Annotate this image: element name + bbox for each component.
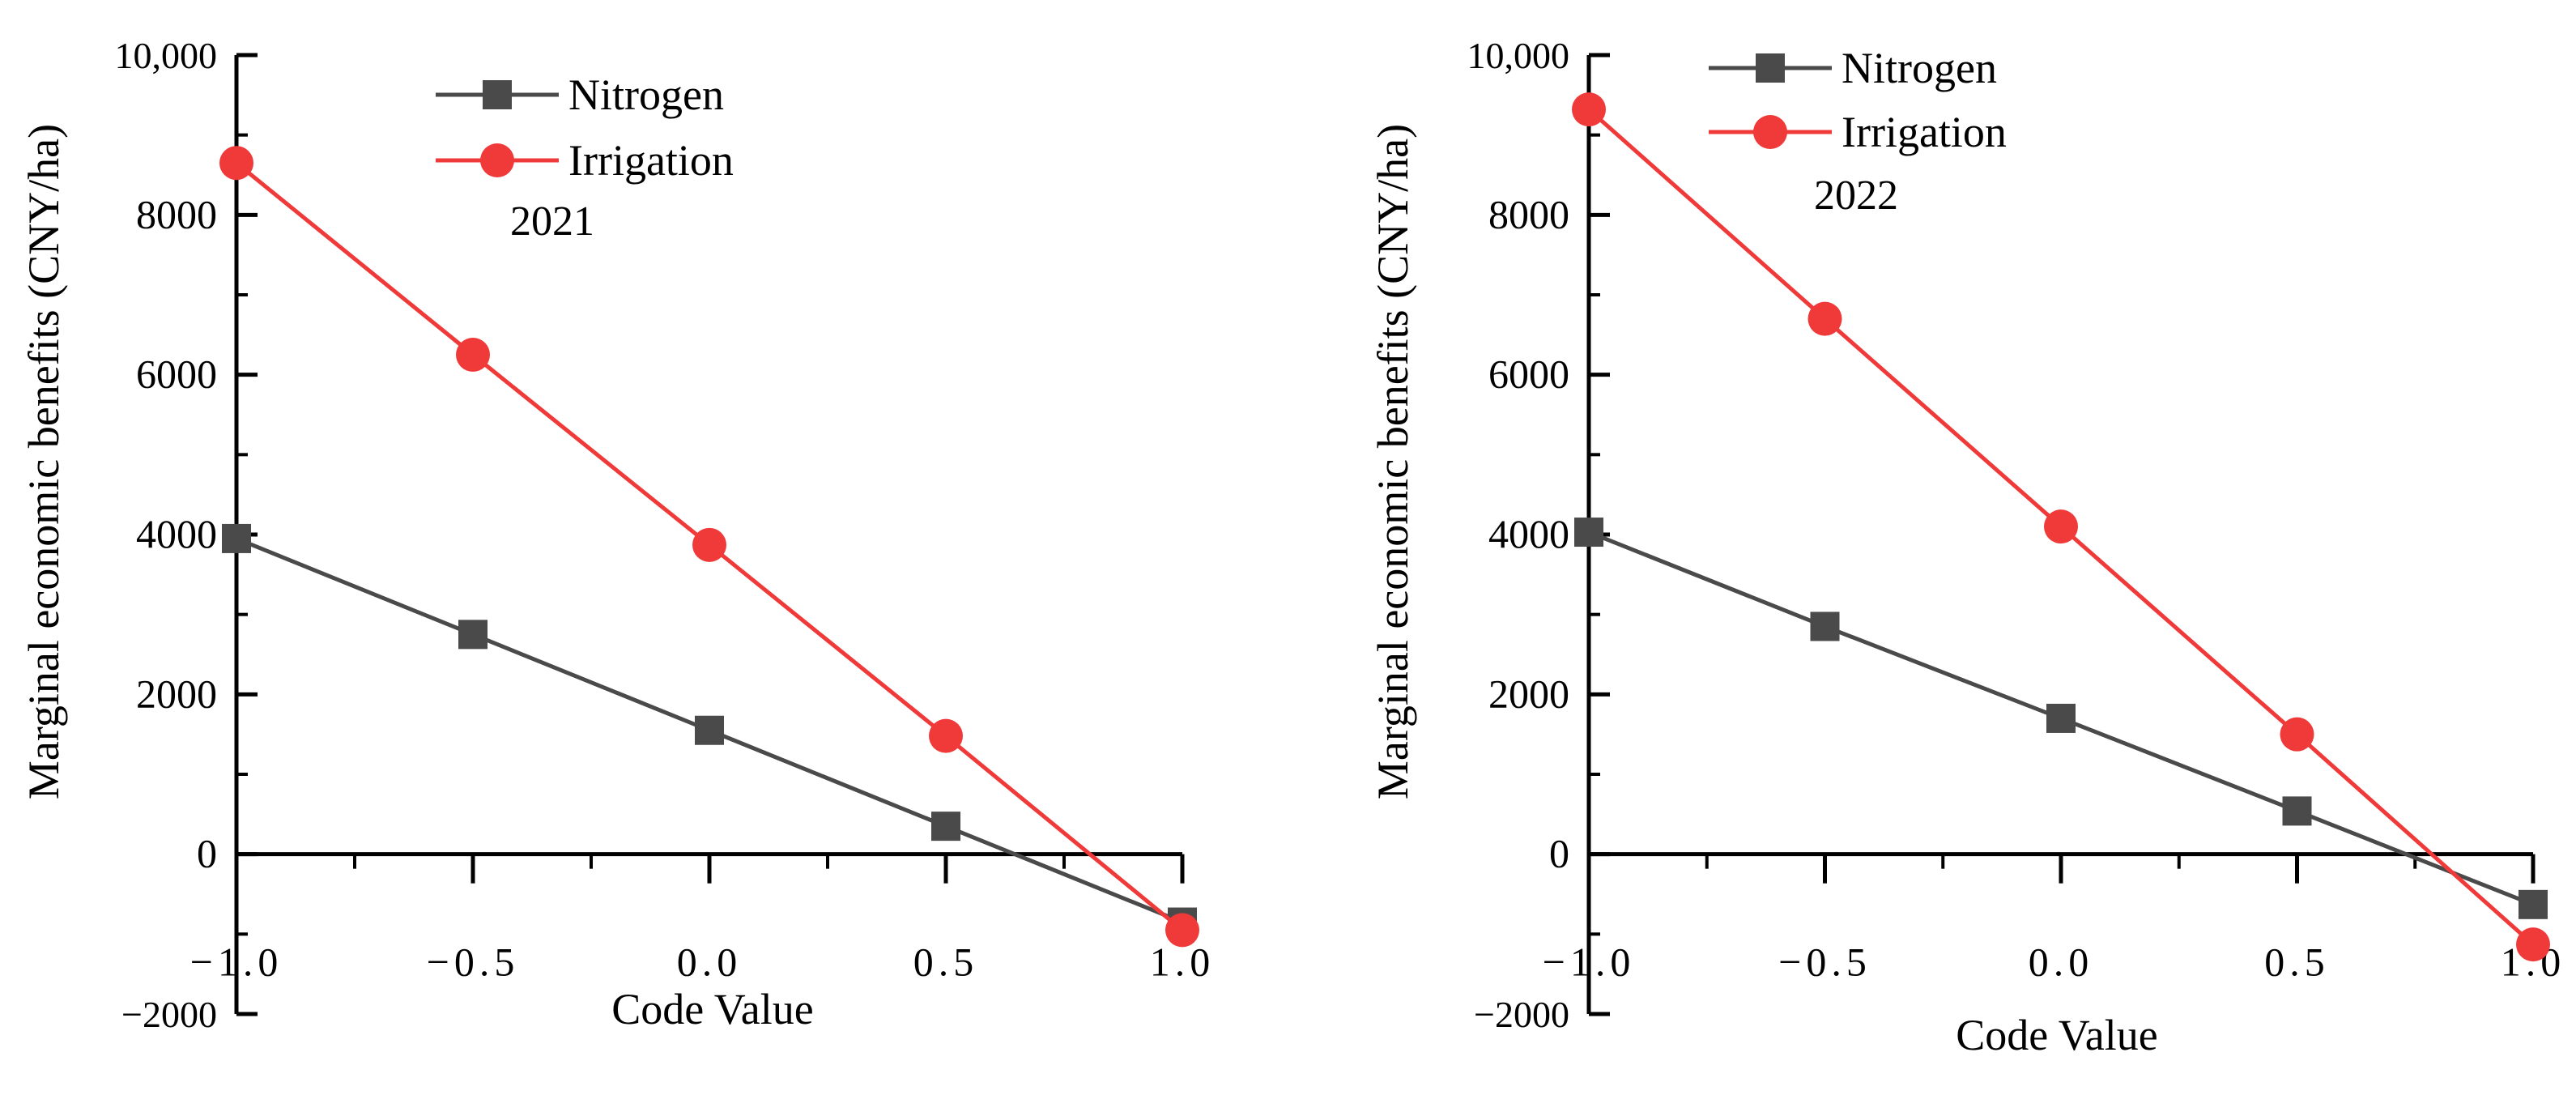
x-axis-title: Code Value xyxy=(611,985,813,1033)
data-point-nitrogen xyxy=(1574,518,1603,548)
y-tick-label: 0 xyxy=(197,831,217,876)
y-tick-label: 2000 xyxy=(136,671,217,716)
data-point-nitrogen xyxy=(458,620,488,650)
data-point-irrigation xyxy=(2516,927,2550,962)
legend-marker-irrigation xyxy=(480,143,514,177)
chart-title: 2021 xyxy=(510,198,594,245)
y-tick-label: 8000 xyxy=(1488,191,1569,236)
data-point-irrigation xyxy=(692,527,726,562)
chart-panel-2022: −2000 0 2000 4000 6000 8000 10,000 −1.0 −0.5 0.0 0… xyxy=(1369,35,2561,1059)
y-tick-label: 0 xyxy=(1549,831,1569,876)
y-tick-label: −2000 xyxy=(121,994,217,1035)
chart-panel-2021: −2000 0 2000 4000 6000 8000 10,000 −1.0 −0.5 0.0 0… xyxy=(19,35,1210,1035)
series-irrigation xyxy=(1572,92,2550,962)
legend-marker-nitrogen xyxy=(483,80,512,109)
data-point-irrigation xyxy=(929,718,963,753)
x-tick-label: 0.0 xyxy=(2029,939,2094,985)
legend-label-nitrogen: Nitrogen xyxy=(1842,44,1997,92)
y-tick-label: −2000 xyxy=(1474,994,1569,1035)
data-point-nitrogen xyxy=(222,523,251,553)
y-tick-label: 4000 xyxy=(1488,511,1569,556)
series-irrigation xyxy=(219,146,1199,948)
y-tick-label: 6000 xyxy=(136,352,217,397)
data-point-nitrogen xyxy=(1810,611,1840,641)
data-point-nitrogen xyxy=(2046,703,2076,733)
x-tick-label: 0.0 xyxy=(677,939,743,985)
y-axis-title: Marginal economic benefits (CNY/ha) xyxy=(1369,124,1417,799)
data-point-irrigation xyxy=(1572,92,1606,127)
y-tick-label: 2000 xyxy=(1488,671,1569,716)
legend-marker-nitrogen xyxy=(1756,53,1785,83)
legend-marker-irrigation xyxy=(1753,115,1787,149)
data-point-nitrogen xyxy=(2282,796,2312,826)
data-point-irrigation xyxy=(219,146,253,181)
legend: Nitrogen Irrigation xyxy=(1709,44,2007,156)
x-tick-label: −0.5 xyxy=(1778,939,1871,985)
data-point-nitrogen xyxy=(2519,889,2548,919)
data-point-nitrogen xyxy=(931,812,960,841)
legend-label-nitrogen: Nitrogen xyxy=(568,70,724,119)
x-tick-label: 0.5 xyxy=(913,939,979,985)
legend: Nitrogen Irrigation xyxy=(436,70,734,185)
x-tick-label: −1.0 xyxy=(1543,939,1636,985)
data-point-irrigation xyxy=(1165,913,1199,948)
data-point-nitrogen xyxy=(695,715,724,745)
data-point-irrigation xyxy=(456,338,490,372)
legend-label-irrigation: Irrigation xyxy=(1842,108,2007,156)
y-tick-label: 8000 xyxy=(136,191,217,236)
x-tick-label: −0.5 xyxy=(427,939,520,985)
legend-label-irrigation: Irrigation xyxy=(568,136,734,185)
data-point-irrigation xyxy=(1807,301,1842,336)
y-tick-label: 10,000 xyxy=(115,35,218,76)
data-point-irrigation xyxy=(2280,717,2314,752)
x-axis-title: Code Value xyxy=(1956,1011,2157,1059)
x-tick-label: 0.5 xyxy=(2264,939,2330,985)
y-tick-label: 6000 xyxy=(1488,352,1569,397)
y-axis-title: Marginal economic benefits (CNY/ha) xyxy=(19,124,68,799)
y-tick-label: 10,000 xyxy=(1467,35,1570,76)
y-tick-label: 4000 xyxy=(136,511,217,556)
data-point-irrigation xyxy=(2044,509,2078,544)
chart-title: 2022 xyxy=(1814,173,1898,219)
x-tick-label: −1.0 xyxy=(190,939,283,985)
series-nitrogen xyxy=(1574,518,2548,919)
